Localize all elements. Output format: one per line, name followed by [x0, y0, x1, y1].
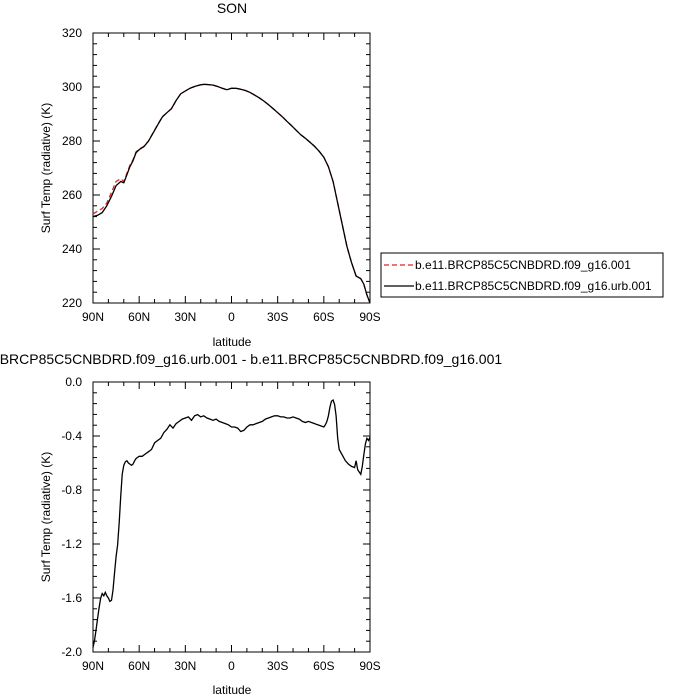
- top-y-tick-label: 260: [62, 188, 82, 202]
- top-chart-title: SON: [217, 0, 247, 16]
- top-y-tick-label: 280: [62, 134, 82, 148]
- bottom-x-tick-label: 30S: [267, 659, 288, 673]
- top-y-tick-label: 220: [62, 296, 82, 310]
- bottom-x-tick-label: 0: [228, 659, 235, 673]
- bottom-x-tick-label: 60S: [313, 659, 334, 673]
- top-series-line-0: [92, 83, 371, 304]
- bottom-axis-ticks: 90N 60N 30N 0 30S 60S 90S -2.0 -1.6 -1.2 -0.8 -0.4 0…: [61, 375, 380, 673]
- bottom-y-tick-label: 0.0: [65, 375, 82, 389]
- bottom-series-line-0: [92, 398, 371, 648]
- top-y-tick-label: 240: [62, 242, 82, 256]
- bottom-y-tick-label: -0.4: [61, 429, 82, 443]
- top-x-tick-label: 90S: [359, 310, 380, 324]
- top-x-axis-label: latitude: [213, 335, 252, 349]
- top-y-tick-label: 320: [62, 26, 82, 40]
- bottom-x-tick-label: 30N: [174, 659, 196, 673]
- top-x-tick-label: 60S: [313, 310, 334, 324]
- top-x-tick-label: 90N: [82, 310, 104, 324]
- top-y-tick-label: 300: [62, 80, 82, 94]
- top-x-tick-label: 30S: [267, 310, 288, 324]
- bottom-plot-frame: [92, 381, 371, 653]
- top-x-tick-label: 30N: [174, 310, 196, 324]
- bottom-y-tick-label: -1.2: [61, 537, 82, 551]
- bottom-y-tick-label: -1.6: [61, 591, 82, 605]
- top-series-group: [92, 83, 371, 304]
- bottom-x-tick-label: 90N: [82, 659, 104, 673]
- bottom-chart-title: b.e11.BRCP85C5CNBDRD.f09_g16.urb.001 - b…: [0, 351, 502, 367]
- top-y-axis-label: Surf Temp (radiative) (K): [39, 103, 53, 233]
- top-panel: SON 90N 60N 30N 0 30S 60S 90S 220 240 260 280 300 32…: [39, 0, 381, 349]
- bottom-x-axis-label: latitude: [213, 683, 252, 697]
- bottom-panel: b.e11.BRCP85C5CNBDRD.f09_g16.urb.001 - b…: [0, 351, 502, 697]
- top-x-tick-label: 0: [228, 310, 235, 324]
- bottom-series-group: [92, 398, 371, 648]
- top-axis-ticks: 90N 60N 30N 0 30S 60S 90S 220 240 260 280 300 320: [62, 26, 381, 324]
- bottom-y-axis-label: Surf Temp (radiative) (K): [39, 452, 53, 582]
- top-x-tick-label: 60N: [128, 310, 150, 324]
- bottom-x-tick-label: 60N: [128, 659, 150, 673]
- legend-label-urban: b.e11.BRCP85C5CNBDRD.f09_g16.urb.001: [415, 279, 652, 293]
- bottom-x-tick-label: 90S: [359, 659, 380, 673]
- bottom-y-tick-label: -2.0: [61, 645, 82, 659]
- legend: b.e11.BRCP85C5CNBDRD.f09_g16.001 b.e11.B…: [380, 252, 664, 298]
- bottom-y-tick-label: -0.8: [61, 483, 82, 497]
- legend-box: [380, 252, 664, 298]
- top-series-line-1: [92, 83, 371, 304]
- legend-label-control: b.e11.BRCP85C5CNBDRD.f09_g16.001: [415, 258, 631, 272]
